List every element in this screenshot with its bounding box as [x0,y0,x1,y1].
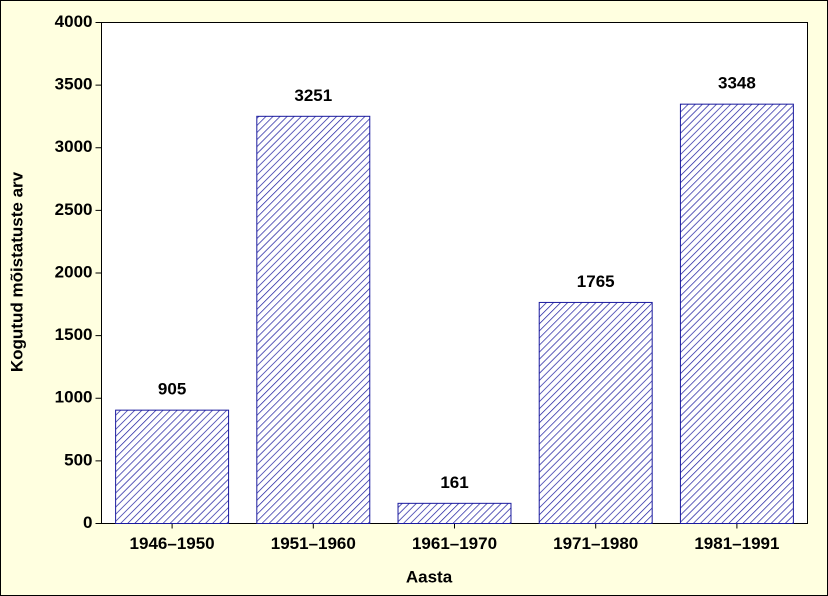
bar [256,115,371,524]
y-axis-title: Kogutud mõistatuste arv [7,171,26,372]
data-label: 905 [158,380,186,399]
x-tick-label: 1971–1980 [553,534,638,553]
y-tick-label: 3000 [55,137,93,156]
y-tick-label: 2000 [55,262,93,281]
x-tick-label: 1981–1991 [694,534,779,553]
bar [538,301,653,524]
data-label: 161 [440,473,468,492]
y-tick-label: 1500 [55,325,93,344]
x-tick-label: 1961–1970 [412,534,497,553]
y-tick-label: 2500 [55,200,93,219]
x-axis-title: Aasta [406,567,453,586]
y-tick-label: 3500 [55,75,93,94]
bar [679,103,794,525]
data-label: 3251 [294,86,332,105]
bar [397,502,512,524]
y-tick-label: 500 [64,450,92,469]
bar [115,409,230,524]
y-tick-label: 1000 [55,388,93,407]
y-tick-label: 4000 [55,12,93,31]
data-label: 1765 [577,272,615,291]
x-tick-label: 1946–1950 [130,534,215,553]
x-tick-label: 1951–1960 [271,534,356,553]
y-tick-label: 0 [83,513,92,532]
data-label: 3348 [718,74,756,93]
